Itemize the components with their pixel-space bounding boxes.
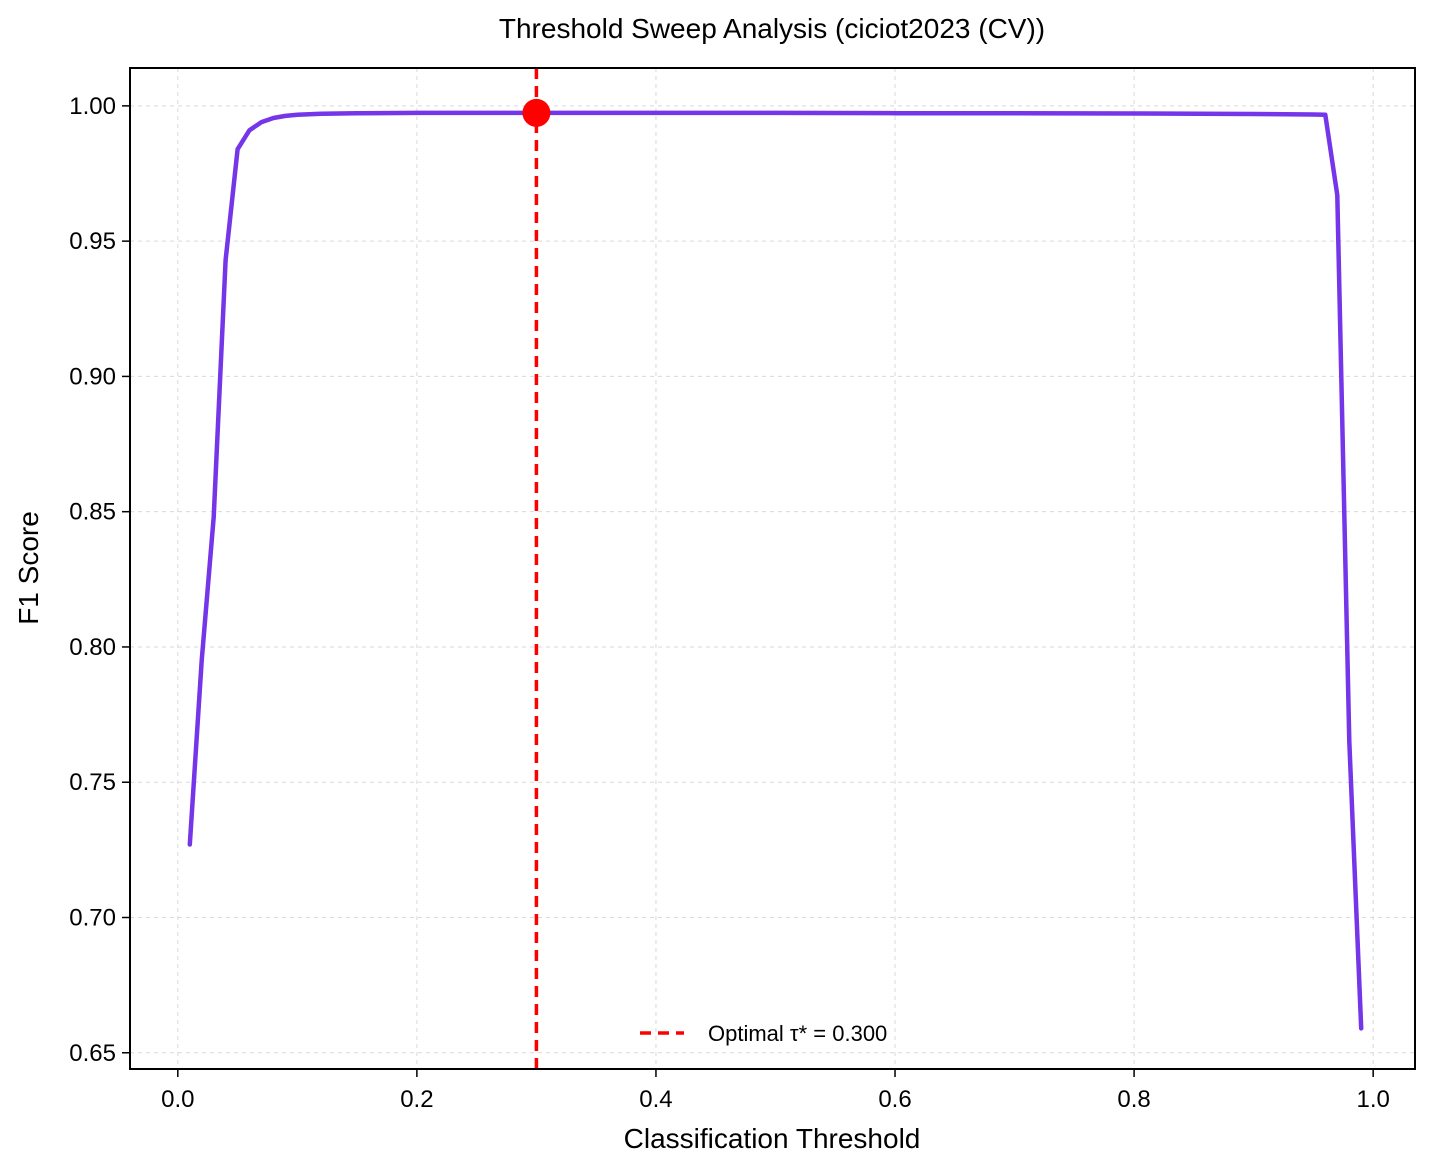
plot-frame [129, 67, 1416, 1070]
optimal-layer [522, 68, 551, 1069]
x-tick-label: 0.8 [1117, 1086, 1150, 1113]
y-tick-label: 0.70 [69, 904, 116, 931]
legend: Optimal τ* = 0.300 [640, 1021, 887, 1046]
y-tick-label: 0.80 [69, 634, 116, 661]
x-tick-label: 0.4 [639, 1086, 672, 1113]
f1-series-line [187, 110, 1364, 1031]
x-tick-label: 0.0 [161, 1086, 194, 1113]
y-tick-label: 0.85 [69, 499, 116, 526]
y-tick-label: 0.65 [69, 1040, 116, 1067]
y-tick-label: 0.95 [69, 228, 116, 255]
x-tick-label: 1.0 [1356, 1086, 1389, 1113]
x-tick-label: 0.2 [400, 1086, 433, 1113]
chart-title: Threshold Sweep Analysis (ciciot2023 (CV… [499, 13, 1045, 44]
grid-lines [130, 68, 1415, 1069]
x-axis-label: Classification Threshold [624, 1123, 921, 1154]
y-tick-label: 0.90 [69, 363, 116, 390]
series-layer [187, 110, 1364, 1031]
y-tick-label: 1.00 [69, 93, 116, 120]
optimal-point-marker [522, 98, 551, 127]
x-tick-label: 0.6 [878, 1086, 911, 1113]
y-axis-label: F1 Score [13, 511, 44, 625]
y-axis-ticks: 0.65 0.70 0.75 0.80 0.85 0.90 0.95 1.00 [69, 93, 130, 1067]
x-axis-ticks: 0.0 0.2 0.4 0.6 0.8 1.0 [161, 1069, 1390, 1113]
legend-label-optimal: Optimal τ* = 0.300 [708, 1021, 887, 1046]
y-tick-label: 0.75 [69, 769, 116, 796]
